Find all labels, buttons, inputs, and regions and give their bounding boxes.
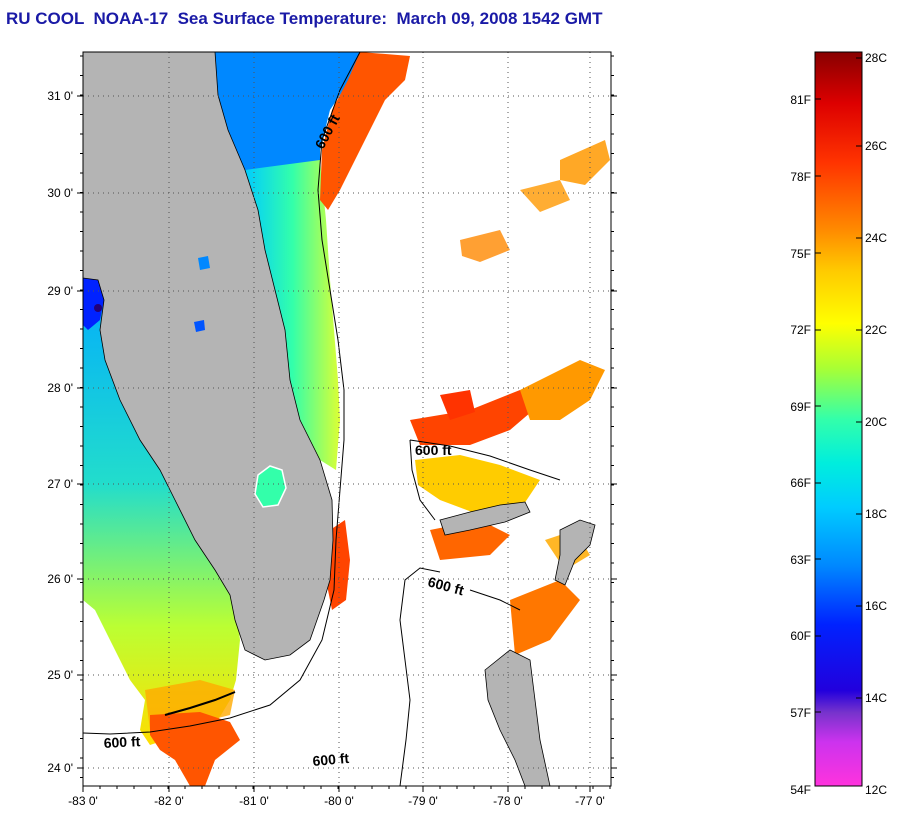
celsius-label: 28C bbox=[865, 51, 887, 65]
celsius-label: 12C bbox=[865, 783, 887, 797]
fahrenheit-label: 60F bbox=[790, 629, 811, 643]
fahrenheit-label: 63F bbox=[790, 553, 811, 567]
fahrenheit-label: 72F bbox=[790, 323, 811, 337]
celsius-label: 20C bbox=[865, 415, 887, 429]
contour-600ft-east bbox=[83, 52, 361, 735]
bahamas-warm-5 bbox=[520, 360, 605, 420]
sst-map bbox=[83, 52, 611, 786]
celsius-label: 22C bbox=[865, 323, 887, 337]
colorbar-ticks bbox=[815, 57, 862, 787]
lat-label: 28 0' bbox=[47, 381, 73, 395]
lon-label: -82 0' bbox=[154, 794, 184, 808]
inland-lake-1 bbox=[198, 256, 210, 270]
fahrenheit-label: 54F bbox=[790, 783, 811, 797]
gulf-coldest-spot bbox=[94, 304, 102, 312]
celsius-label: 18C bbox=[865, 507, 887, 521]
lake-okeechobee bbox=[254, 465, 287, 508]
lat-label: 26 0' bbox=[47, 572, 73, 586]
lat-label: 31 0' bbox=[47, 89, 73, 103]
lon-label: -81 0' bbox=[239, 794, 269, 808]
lat-label: 29 0' bbox=[47, 284, 73, 298]
lon-label: -80 0' bbox=[324, 794, 354, 808]
keys-warm-water bbox=[150, 712, 240, 786]
lon-label: -79 0' bbox=[408, 794, 438, 808]
lat-label: 27 0' bbox=[47, 477, 73, 491]
celsius-label: 26C bbox=[865, 139, 887, 153]
contour-600ft-channel bbox=[399, 567, 521, 786]
gulf-stream-north bbox=[320, 52, 410, 210]
celsius-label: 16C bbox=[865, 599, 887, 613]
abaco-land bbox=[554, 519, 596, 586]
contour-label: 600 ft bbox=[312, 750, 350, 769]
map-border bbox=[82, 51, 612, 787]
contour-600ft-bahamas bbox=[409, 439, 561, 521]
fahrenheit-label: 75F bbox=[790, 247, 811, 261]
lat-label: 25 0' bbox=[47, 668, 73, 682]
fahrenheit-label: 78F bbox=[790, 170, 811, 184]
florida-land bbox=[83, 52, 334, 661]
fahrenheit-label: 81F bbox=[790, 93, 811, 107]
atlantic-coastal-band bbox=[245, 160, 340, 470]
lat-axis-labels: 31 0' 30 0' 29 0' 28 0' 27 0' 26 0' 25 0… bbox=[47, 89, 73, 775]
lat-label: 24 0' bbox=[47, 761, 73, 775]
map-title: RU COOL NOAA-17 Sea Surface Temperature:… bbox=[6, 9, 603, 28]
inland-lake-2 bbox=[194, 320, 205, 332]
fahrenheit-label: 66F bbox=[790, 476, 811, 490]
offshore-warm-9 bbox=[440, 390, 475, 420]
axis-ticks bbox=[77, 55, 617, 792]
offshore-warm-7 bbox=[460, 230, 510, 262]
colorbar: 28C 26C 24C 22C 20C 18C 16C 14C 12C 81F … bbox=[790, 51, 887, 797]
lon-label: -77 0' bbox=[575, 794, 605, 808]
offshore-warm-6 bbox=[560, 140, 610, 185]
celsius-label: 14C bbox=[865, 691, 887, 705]
lon-label: -83 0' bbox=[68, 794, 98, 808]
bahamas-warm-2 bbox=[415, 455, 540, 515]
gulf-sst-field bbox=[83, 270, 240, 745]
andros-land bbox=[484, 649, 551, 786]
bahamas-warm-4 bbox=[510, 580, 580, 655]
map-grid bbox=[83, 52, 611, 786]
atlantic-cold-coastal bbox=[215, 52, 360, 250]
offshore-warm-8 bbox=[520, 180, 570, 212]
grand-bahama-land bbox=[439, 501, 531, 536]
celsius-label: 24C bbox=[865, 231, 887, 245]
contour-label: 600 ft bbox=[103, 733, 141, 751]
colorbar-gradient bbox=[814, 51, 863, 787]
fahrenheit-label: 57F bbox=[790, 706, 811, 720]
lon-axis-labels: -83 0' -82 0' -81 0' -80 0' -79 0' -78 0… bbox=[68, 794, 605, 808]
fahrenheit-label: 69F bbox=[790, 400, 811, 414]
lat-label: 30 0' bbox=[47, 186, 73, 200]
florida-keys bbox=[164, 691, 236, 716]
contour-label: 600 ft bbox=[415, 442, 452, 458]
bahamas-warm-1 bbox=[410, 390, 545, 445]
lon-label: -78 0' bbox=[493, 794, 523, 808]
